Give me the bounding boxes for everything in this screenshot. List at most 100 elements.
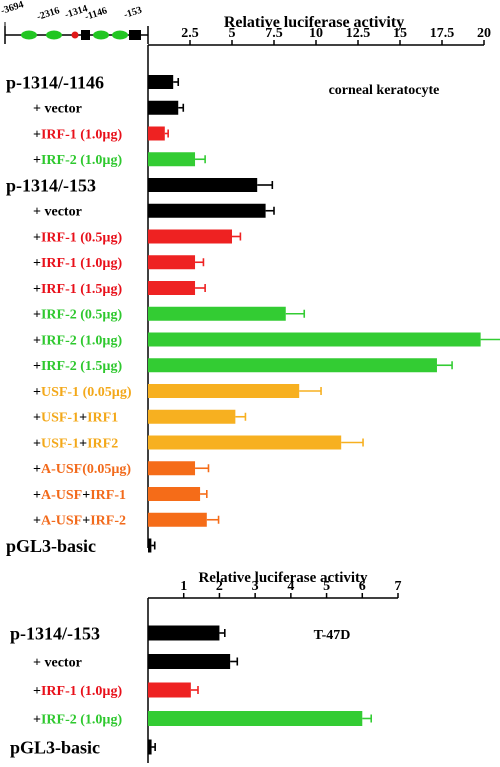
row-label: +A-USF(0.05µg)	[33, 462, 131, 477]
promoter-label-2: -2316	[36, 5, 62, 23]
chart1-x-axis: 2.5 5 7.5 10 12.5 15 17.5 20	[147, 26, 491, 548]
chart2-xlabel: Relative luciferase activity	[198, 570, 368, 586]
row-label-segment: p-1314/-153	[10, 623, 100, 643]
row-label: +USF-1+IRF1	[33, 411, 118, 426]
promoter-element-2	[46, 30, 62, 40]
bar	[148, 178, 258, 192]
row-label-segment: + vector	[33, 655, 82, 670]
row-label-segment: IRF1	[87, 411, 118, 426]
row-label: + vector	[33, 655, 82, 670]
bar	[148, 682, 191, 698]
row-label-segment: A-USF	[41, 488, 82, 503]
chart2-annotation: T-47D	[314, 628, 351, 643]
row-label-segment: +	[33, 359, 41, 374]
bar	[148, 654, 231, 669]
chart1-bars	[148, 75, 500, 553]
row-label-segment: IRF-2 (0.5µg)	[41, 308, 123, 323]
row-label-segment: USF-1	[41, 436, 79, 451]
row-label-segment: USF-1	[41, 411, 79, 426]
x-tick-label: 5	[323, 579, 330, 594]
bar	[148, 75, 174, 89]
row-label-segment: +	[79, 411, 87, 426]
row-label: p-1314/-1146	[6, 72, 104, 92]
row-label-segment: +	[33, 153, 41, 168]
x-tick-label: 10	[309, 26, 323, 41]
bar	[148, 229, 232, 244]
row-label-segment: USF-1 (0.05µg)	[41, 385, 132, 400]
row-label: +IRF-1 (1.5µg)	[33, 282, 122, 297]
bar	[148, 538, 152, 553]
row-label: +IRF-2 (1.0µg)	[33, 333, 122, 348]
row-label-segment: IRF-1 (1.5µg)	[41, 282, 123, 297]
promoter-element-7	[129, 30, 141, 40]
row-label-segment: IRF2	[87, 436, 118, 451]
row-label-segment: IRF-2	[90, 514, 126, 529]
bar	[148, 711, 363, 726]
x-tick-label: 6	[359, 579, 366, 594]
promoter-element-3	[71, 31, 79, 39]
row-label-segment: +	[33, 256, 41, 271]
row-label: +IRF-2 (1.5µg)	[33, 359, 122, 374]
row-label-segment: +	[33, 282, 41, 297]
bar	[148, 384, 300, 398]
row-label-segment: IRF-1 (0.5µg)	[41, 230, 123, 245]
bar	[148, 152, 196, 167]
bar	[148, 625, 220, 641]
promoter-element-6	[112, 30, 128, 40]
row-label: p-1314/-153	[10, 623, 100, 643]
row-label: +IRF-1 (1.0µg)	[33, 684, 122, 699]
row-label-segment: p-1314/-153	[6, 175, 96, 195]
x-tick-label: 2	[216, 579, 223, 594]
row-label-segment: +	[33, 462, 41, 477]
chart2-row-labels: p-1314/-153 + vector +IRF-1 (1.0µg) +IRF-2 …	[10, 623, 122, 757]
row-label: + vector	[33, 205, 82, 220]
row-label-segment: + vector	[33, 102, 82, 117]
row-label: +USF-1+IRF2	[33, 436, 118, 451]
promoter-element-1	[21, 30, 37, 40]
bar	[148, 126, 165, 141]
chart2-x-axis: 1 2 3 4 5 6 7	[147, 579, 402, 763]
row-label-segment: +	[33, 436, 41, 451]
row-label: pGL3-basic	[10, 737, 100, 757]
promoter-label-5: -153	[123, 5, 144, 21]
row-label: +IRF-1 (1.0µg)	[33, 256, 122, 271]
x-tick-label: 1	[180, 579, 187, 594]
row-label: +IRF-2 (1.0µg)	[33, 153, 122, 168]
chart1-annotation: corneal keratocyte	[329, 83, 440, 98]
bar	[148, 512, 207, 527]
x-tick-label: 15	[393, 26, 407, 41]
x-tick-label: 5	[229, 26, 236, 41]
row-label-segment: +	[33, 514, 41, 529]
x-tick-label: 12.5	[346, 26, 371, 41]
chart1-row-labels: p-1314/-1146+ vector+IRF-1 (1.0µg)+IRF-2…	[6, 72, 132, 555]
row-label-segment: +	[33, 385, 41, 400]
bar	[148, 435, 342, 450]
bar	[148, 332, 481, 347]
row-label: +A-USF+IRF-1	[33, 488, 126, 503]
row-label-segment: +	[33, 308, 41, 323]
x-tick-label: 3	[252, 579, 259, 594]
row-label-segment: +	[82, 488, 90, 503]
promoter-element-4	[81, 30, 90, 40]
promoter-element-5	[93, 30, 109, 40]
x-tick-label: 4	[287, 579, 294, 594]
bar	[148, 739, 152, 755]
row-label-segment: pGL3-basic	[10, 737, 100, 757]
bar	[148, 255, 196, 270]
promoter-label-1: -3694	[0, 0, 25, 17]
bar	[148, 487, 201, 501]
bar	[148, 409, 236, 424]
row-label-segment: +	[33, 684, 41, 699]
bar	[148, 100, 179, 115]
row-label-segment: +	[33, 230, 41, 245]
row-label-segment: +	[33, 712, 41, 727]
bar	[148, 203, 266, 218]
row-label-segment: +	[33, 333, 41, 348]
row-label-segment: +	[82, 514, 90, 529]
x-tick-label: 7.5	[265, 26, 283, 41]
row-label-segment: IRF-2 (1.0µg)	[41, 153, 123, 168]
row-label-segment: +	[33, 488, 41, 503]
row-label: +IRF-2 (1.0µg)	[33, 712, 122, 727]
row-label: + vector	[33, 102, 82, 117]
